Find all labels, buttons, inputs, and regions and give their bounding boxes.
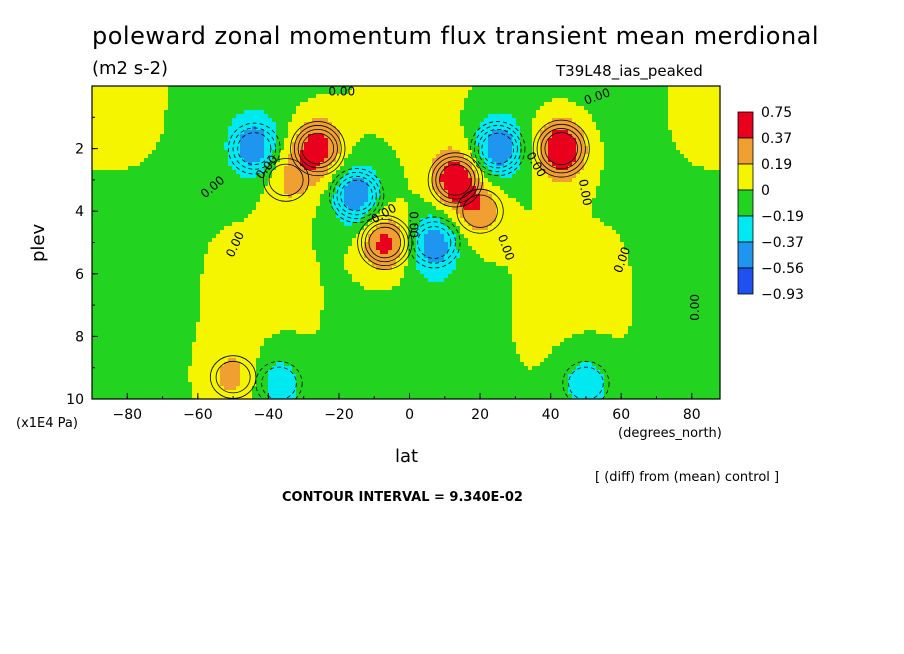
legend-level-label: 0.75	[761, 105, 792, 121]
contour-ring	[568, 366, 604, 399]
y-tick-label: 4	[75, 204, 84, 220]
contour-ring	[301, 132, 335, 165]
contour-ring	[536, 123, 586, 174]
contour-label: 0.00	[328, 84, 355, 98]
contour-label: 0.00	[688, 294, 702, 321]
contour-ring	[268, 163, 304, 197]
contour-ring	[332, 171, 381, 220]
contour-ring	[357, 215, 413, 270]
chart-title: poleward zonal momentum flux transient m…	[92, 22, 820, 50]
x-tick-label: −40	[254, 407, 284, 423]
contour-ring	[473, 125, 522, 173]
contour-ring	[431, 156, 480, 204]
contour-ring	[262, 158, 310, 202]
x-tick-label: 40	[542, 407, 560, 423]
contour-lines	[209, 119, 610, 399]
legend-level-label: −0.37	[761, 235, 804, 251]
contour-ring	[435, 160, 476, 200]
contour-ring	[368, 226, 402, 259]
contour-ring	[412, 221, 456, 264]
legend-level-label: −0.19	[761, 209, 804, 225]
contour-ring	[255, 360, 303, 399]
contour-ring	[215, 360, 251, 394]
legend-swatch	[737, 241, 754, 269]
y-tick-label: 6	[75, 267, 84, 283]
contour-field	[92, 86, 720, 399]
contour-ring	[439, 164, 472, 196]
contour-interval: CONTOUR INTERVAL = 9.340E-02	[282, 490, 523, 505]
contour-ring	[232, 127, 276, 170]
x-tick-label: 80	[683, 407, 701, 423]
contour-ring	[477, 128, 518, 169]
legend-swatch	[737, 163, 754, 191]
contour-ring	[481, 132, 515, 165]
x-tick-label: 0	[405, 407, 414, 423]
contour-ring	[290, 121, 346, 177]
contour-ring	[540, 128, 582, 170]
y-axis-units: (x1E4 Pa)	[16, 416, 78, 431]
color-legend: 0.75 0.37 0.19 0 −0.19 −0.37 −0.56 −0.93	[737, 105, 804, 303]
contour-ring	[237, 132, 272, 165]
contour-ring	[532, 119, 590, 178]
x-tick-label: −80	[113, 407, 143, 423]
legend-level-label: 0	[761, 183, 770, 199]
chart-units: (m2 s-2)	[92, 58, 169, 79]
contour-ring	[407, 216, 461, 269]
legend-swatch	[737, 215, 754, 243]
x-tick-label: 20	[471, 407, 489, 423]
y-tick-label: 10	[66, 392, 84, 408]
contour-ring	[261, 366, 297, 399]
contour-ring	[364, 222, 405, 263]
y-axis: 2 4 6 8 10	[66, 116, 98, 408]
contour-ring	[456, 188, 504, 234]
x-tick-label: −60	[183, 407, 213, 423]
legend-level-label: −0.93	[761, 287, 804, 303]
y-axis-label: plev	[28, 223, 49, 262]
legend-swatch	[737, 137, 754, 165]
legend-swatch	[737, 267, 754, 295]
contour-ring	[328, 168, 385, 224]
contour-ring	[470, 121, 526, 177]
legend-level-label: −0.56	[761, 261, 804, 277]
x-axis-label: lat	[395, 446, 419, 467]
contour-ring	[228, 122, 281, 175]
contour-ring	[417, 226, 452, 259]
x-axis: −80 −60 −40 −20 0 20 40 60 80	[113, 393, 701, 423]
x-tick-label: 60	[612, 407, 630, 423]
contour-label: 0.00	[407, 211, 421, 238]
y-tick-label: 2	[75, 142, 84, 158]
x-tick-label: −20	[324, 407, 354, 423]
legend-level-label: 0.19	[761, 157, 792, 173]
y-tick-label: 8	[75, 329, 84, 345]
contour-ring	[427, 152, 484, 208]
contour-ring	[336, 175, 377, 216]
x-axis-units: (degrees_north)	[618, 426, 722, 441]
legend-level-label: 0.37	[761, 131, 792, 147]
contour-ring	[462, 194, 498, 228]
contour-ring	[340, 179, 373, 212]
run-label: T39L48_ias_peaked	[556, 62, 703, 80]
contour-label: 0.00	[576, 178, 594, 207]
legend-swatch	[737, 111, 754, 139]
diff-note: [ (diff) from (mean) control ]	[595, 470, 780, 485]
contour-ring	[293, 125, 342, 173]
contour-ring	[297, 128, 338, 169]
legend-swatch	[737, 189, 754, 217]
contour-ring	[562, 360, 610, 399]
contour-ring	[544, 132, 578, 166]
